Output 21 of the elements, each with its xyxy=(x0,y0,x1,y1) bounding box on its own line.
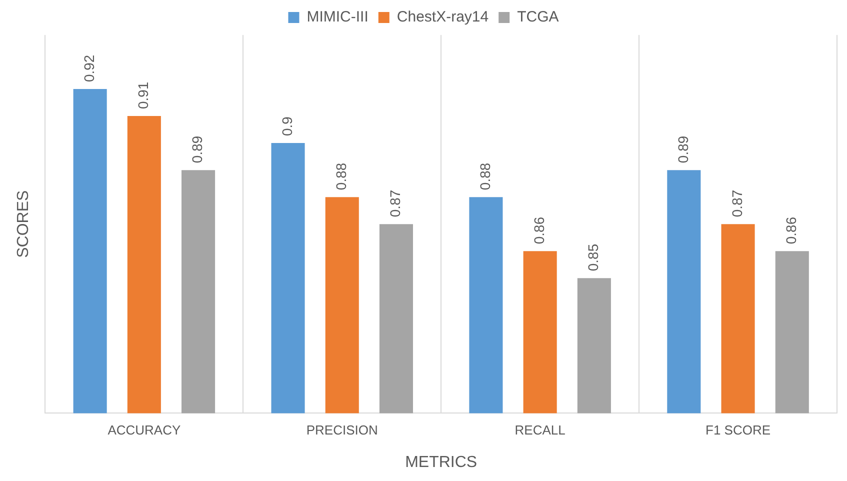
x-tick-label: PRECISION xyxy=(306,422,378,438)
data-label: 0.91 xyxy=(135,82,152,110)
data-label: 0.88 xyxy=(332,162,349,190)
legend-label: TCGA xyxy=(517,8,559,26)
data-label: 0.89 xyxy=(674,136,691,164)
legend-label: ChestX-ray14 xyxy=(396,8,489,26)
x-tick-label: F1 SCORE xyxy=(706,422,771,438)
legend-label: MIMIC-III xyxy=(306,8,368,26)
x-axis-title: METRICS xyxy=(405,454,478,471)
data-label: 0.87 xyxy=(387,190,404,218)
data-label: 0.92 xyxy=(80,54,97,82)
x-tick-label: RECALL xyxy=(514,422,566,438)
x-tick-label: ACCURACY xyxy=(108,422,181,438)
data-label: 0.89 xyxy=(189,136,206,164)
data-label: 0.88 xyxy=(476,162,493,190)
y-axis-title: SCORES xyxy=(15,190,32,258)
data-label: 0.87 xyxy=(728,190,745,218)
data-label: 0.86 xyxy=(530,216,547,244)
data-label: 0.9 xyxy=(278,116,295,136)
data-label: 0.86 xyxy=(782,216,799,244)
data-label: 0.85 xyxy=(585,244,602,272)
